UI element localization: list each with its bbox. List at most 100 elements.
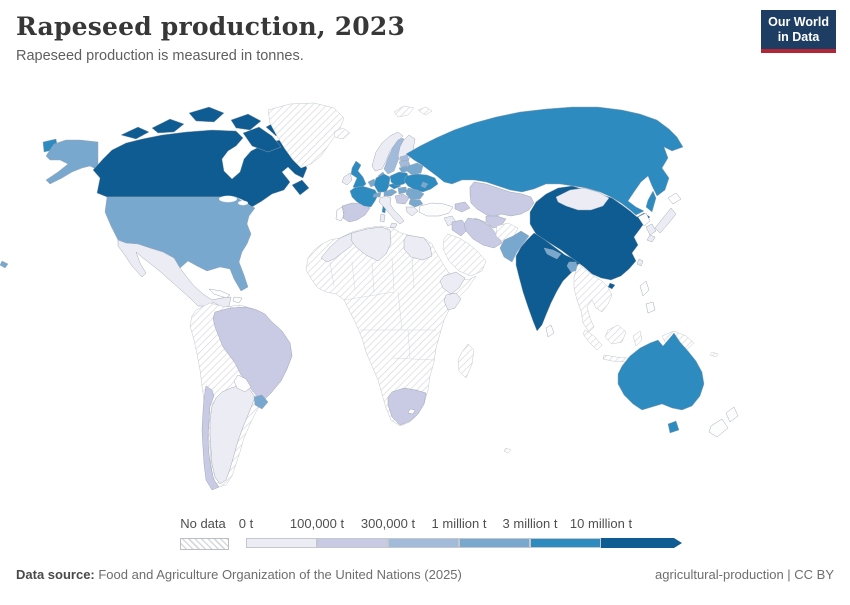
country-japan-hokkaido[interactable] [667,192,682,205]
country-japan-honshu[interactable] [654,207,677,234]
country-latvia[interactable] [398,159,411,168]
country-hawaii[interactable] [0,260,9,269]
country-africa-nodata[interactable] [305,225,477,427]
country-belarus[interactable] [406,162,424,176]
country-germany[interactable] [373,173,391,193]
country-chile[interactable] [201,385,220,491]
country-borneo[interactable] [604,324,627,345]
country-canada-islands[interactable] [120,106,310,196]
country-new-caledonia[interactable] [709,351,719,358]
country-madagascar[interactable] [457,343,475,379]
legend-swatch-1[interactable] [317,538,388,548]
country-estonia[interactable] [399,154,410,162]
legend-tick-3: 1 million t [431,516,487,531]
country-kazakhstan[interactable] [469,181,535,219]
country-java[interactable] [602,354,629,363]
country-china[interactable] [529,185,651,281]
legend-swatch-3[interactable] [459,538,530,548]
country-sulawesi[interactable] [632,330,643,347]
country-tasmania[interactable] [667,420,680,434]
country-russia[interactable] [405,106,684,216]
legend-no-data-label: No data [180,516,226,531]
country-greece[interactable] [405,206,419,217]
country-ethiopia[interactable] [439,271,466,295]
country-austria[interactable] [383,188,398,197]
country-cuba[interactable] [208,288,231,299]
country-sicily[interactable] [389,222,398,229]
country-ukraine[interactable] [403,173,439,193]
country-paraguay[interactable] [233,374,252,393]
country-south-korea[interactable] [645,223,657,236]
country-pakistan[interactable] [499,230,530,263]
country-turkey[interactable] [418,202,454,217]
country-south-africa[interactable] [387,387,427,426]
country-hungary[interactable] [397,186,408,195]
country-argentina[interactable] [209,384,256,485]
country-iceland[interactable] [333,127,351,140]
country-switzerland[interactable] [372,191,382,198]
country-bulgaria[interactable] [408,199,424,208]
legend-swatch-4[interactable] [530,538,601,548]
owid-logo[interactable]: Our World in Data [761,10,836,53]
country-hainan[interactable] [607,282,616,290]
country-lesotho[interactable] [407,408,416,415]
country-sumatra[interactable] [582,329,603,351]
legend-tick-5: 10 million t [569,516,633,531]
country-portugal[interactable] [335,206,345,222]
country-nepal[interactable] [543,247,562,260]
owid-logo-line2: in Data [777,30,820,44]
country-bangladesh[interactable] [566,261,579,273]
country-france[interactable] [349,185,379,208]
country-uruguay[interactable] [253,394,269,410]
country-italy[interactable] [378,195,405,225]
country-sardinia[interactable] [379,213,386,223]
country-kenya[interactable] [443,292,462,311]
owid-logo-line1: Our World [768,15,829,29]
license-note[interactable]: agricultural-production | CC BY [655,567,834,582]
page-subtitle: Rapeseed production is measured in tonne… [16,48,304,64]
country-spain[interactable] [341,202,371,223]
legend-tick-1: 100,000 t [289,516,345,531]
legend-swatch-5[interactable] [601,538,682,548]
country-north-korea[interactable] [637,212,651,227]
map-legend: No data 0 t 100,000 t 300,000 t 1 millio… [180,516,700,550]
great-lakes-east [237,200,249,206]
country-uk[interactable] [350,160,367,190]
country-sakhalin[interactable] [645,190,657,213]
country-japan-kyushu[interactable] [646,234,656,243]
country-moldova[interactable] [420,181,429,189]
country-egypt[interactable] [403,234,433,261]
data-source: Data source: Food and Agriculture Organi… [16,567,462,582]
country-greenland[interactable] [267,102,345,169]
country-caucasus[interactable] [454,201,471,213]
country-arabian-peninsula[interactable] [442,233,487,277]
country-romania[interactable] [405,187,425,201]
country-taiwan[interactable] [636,258,644,267]
legend-swatch-2[interactable] [388,538,459,548]
legend-tick-4: 3 million t [502,516,558,531]
great-lakes [218,195,238,203]
country-algeria[interactable] [350,226,392,262]
legend-swatch-0[interactable] [246,538,317,548]
country-iran[interactable] [463,217,503,249]
legend-no-data-swatch[interactable] [180,538,229,550]
country-balkans[interactable] [394,193,410,205]
country-sri-lanka[interactable] [545,324,555,338]
country-indochina[interactable] [573,263,613,333]
country-new-zealand[interactable] [708,406,739,438]
country-ireland[interactable] [341,172,353,186]
country-canada[interactable] [92,129,308,208]
data-source-text: Food and Agriculture Organization of the… [94,567,462,582]
page-title: Rapeseed production, 2023 [16,12,406,41]
country-svalbard[interactable] [393,105,433,118]
country-alaska[interactable] [45,139,99,185]
country-kerguelen[interactable] [503,447,512,454]
country-brazil[interactable] [212,306,293,403]
legend-tick-2: 300,000 t [360,516,416,531]
country-mongolia[interactable] [555,187,610,211]
country-hispaniola[interactable] [232,296,243,304]
country-philippines[interactable] [639,280,656,314]
country-australia[interactable] [617,332,705,411]
